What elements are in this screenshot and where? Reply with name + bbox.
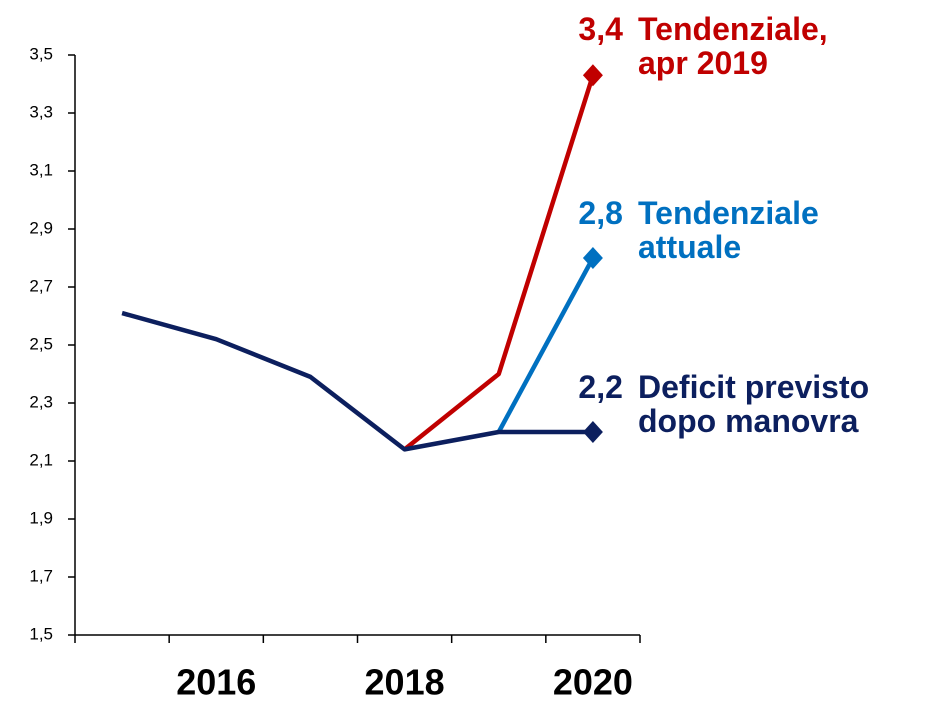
x-tick-label: 2016 (176, 662, 256, 701)
y-tick-label: 2,1 (29, 450, 53, 469)
x-tick-label: 2018 (365, 662, 445, 701)
end-marker (582, 421, 603, 443)
value-label: 2,2 (578, 369, 623, 405)
y-tick-label: 2,7 (29, 276, 53, 295)
y-tick-label: 3,5 (29, 44, 53, 63)
end-marker (582, 247, 603, 269)
series-label: Tendenziale, apr 2019 (638, 11, 828, 81)
series-label: Deficit previsto dopo manovra (638, 369, 870, 439)
y-tick-label: 2,9 (29, 218, 53, 237)
y-tick-label: 3,3 (29, 102, 53, 121)
y-tick-label: 2,3 (29, 392, 53, 411)
series-label: Tendenziale attuale (638, 195, 819, 265)
value-label: 3,4 (578, 11, 623, 47)
series-line (403, 74, 596, 452)
x-tick-label: 2020 (553, 662, 633, 701)
series-line (121, 310, 593, 452)
series-line (496, 256, 595, 434)
y-tick-label: 2,5 (29, 334, 53, 353)
value-label: 2,8 (578, 195, 623, 231)
end-marker (582, 64, 603, 87)
y-tick-label: 3,1 (29, 160, 53, 179)
y-tick-label: 1,9 (29, 508, 53, 527)
y-tick-label: 1,5 (29, 624, 53, 643)
y-tick-label: 1,7 (29, 566, 53, 585)
